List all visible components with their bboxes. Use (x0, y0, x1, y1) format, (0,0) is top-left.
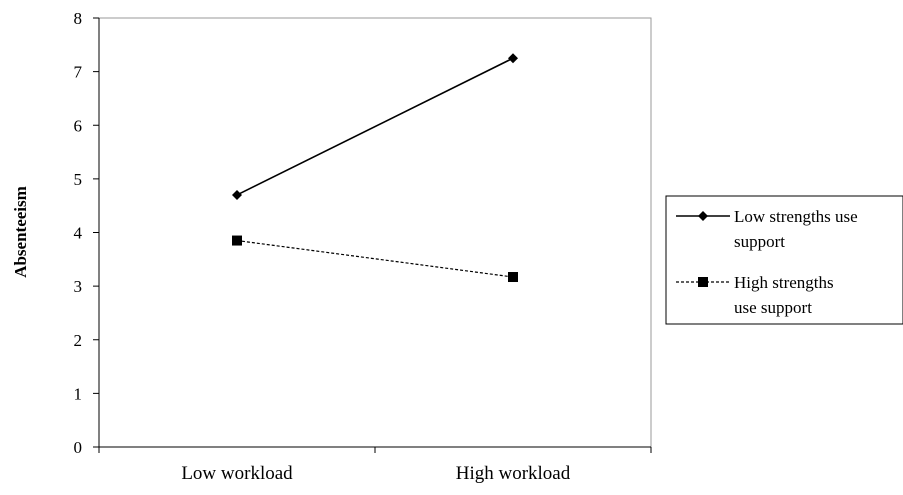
y-tick-label: 2 (74, 331, 83, 350)
legend-label-0-line-1: Low strengths use (734, 207, 858, 226)
x-tick-label: Low workload (181, 463, 293, 484)
y-tick-label: 5 (74, 170, 83, 189)
y-tick-label: 3 (74, 277, 83, 296)
legend-box (665, 195, 903, 325)
y-axis-title: Absenteeism (11, 186, 30, 278)
x-axis-ticks: Low workload High workload (98, 447, 652, 484)
series-lines (236, 57, 514, 278)
y-tick-label: 1 (74, 384, 83, 403)
x-tick-label: High workload (456, 463, 571, 484)
data-point-diamond (232, 189, 242, 200)
y-tick-label: 0 (74, 438, 83, 457)
plot-area (98, 17, 652, 448)
legend-label-1-line-2: use support (734, 298, 812, 317)
legend: Low strengths use support High strengths… (665, 195, 903, 325)
series-line-1 (236, 239, 514, 278)
data-point-square (508, 272, 518, 283)
y-axis-ticks: 0 1 2 3 4 5 6 7 8 (74, 9, 99, 457)
legend-label-1-line-1: High strengths (734, 273, 834, 292)
legend-entry-0: Low strengths use support (676, 207, 858, 251)
legend-label-0-line-2: support (734, 232, 785, 251)
data-point-diamond (508, 53, 518, 64)
legend-entry-1: High strengths use support (676, 273, 834, 317)
y-tick-label: 8 (74, 9, 83, 28)
y-tick-label: 7 (74, 63, 83, 82)
series-markers (232, 53, 518, 283)
y-tick-label: 4 (74, 224, 83, 243)
legend-square-marker (698, 277, 708, 287)
y-tick-label: 6 (74, 116, 83, 135)
data-point-square (232, 235, 242, 246)
series-line-0 (236, 57, 514, 196)
legend-diamond-marker (698, 211, 708, 221)
